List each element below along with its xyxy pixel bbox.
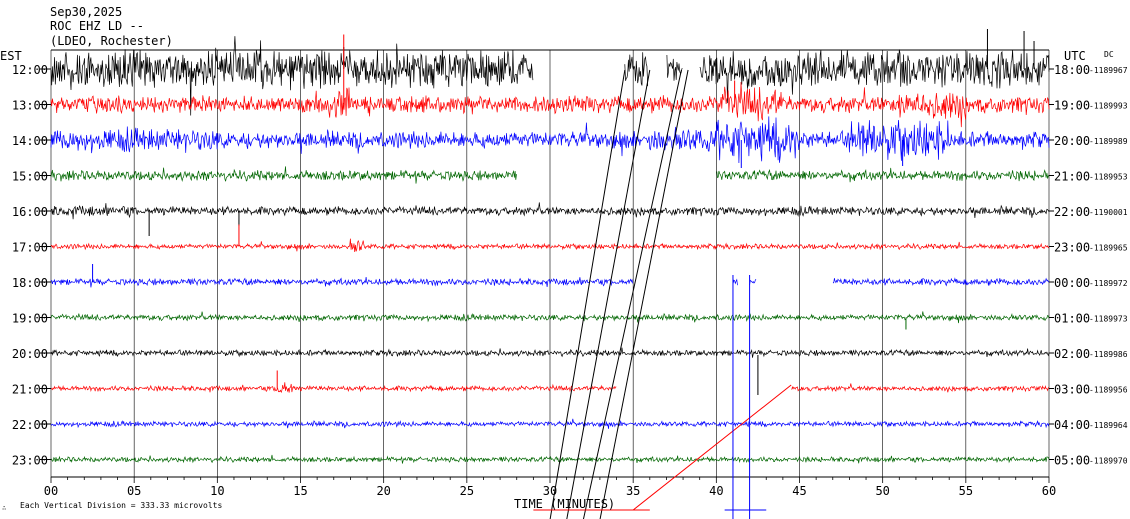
grid-lines [50,49,1050,483]
utc-row-label: 18:00 [1054,63,1090,77]
x-tick-label: 30 [543,484,557,498]
est-row-label: 22:00 [12,418,48,432]
utc-row-label: 19:00 [1054,99,1090,113]
artifact-line [599,69,689,519]
x-tick-label: 40 [709,484,723,498]
est-row-label: 14:00 [12,134,48,148]
est-row-label: 18:00 [12,276,48,290]
dc-offset-value: -1189972 [1089,279,1128,288]
trace-line [50,311,1050,324]
est-row-label: 21:00 [12,383,48,397]
x-tick-label: 55 [959,484,973,498]
trace-line [50,166,1050,184]
dc-offset-value: -1189953 [1089,173,1128,182]
dc-label: DC [1104,50,1114,59]
artifact-line [549,69,626,519]
x-tick-label: 00 [44,484,58,498]
trace-line [50,276,1050,288]
dc-offset-value: -1189965 [1089,244,1128,253]
est-row-label: 17:00 [12,241,48,255]
utc-label: UTC [1064,49,1086,63]
est-row-label: 23:00 [12,454,48,468]
dc-offset-value: -1190001 [1089,208,1128,217]
x-tick-label: 10 [210,484,224,498]
dc-offset-value: -1189964 [1089,421,1128,430]
utc-row-label: 05:00 [1054,454,1090,468]
trace-line [50,418,1050,429]
trace-line [50,238,1050,253]
artifact-line [566,69,651,519]
artifact-line [632,384,792,511]
est-row-labels: 12:00 13:00 14:00 15:00 16:00 17:00 18:00 19:00… [12,63,51,468]
seismic-traces [50,29,1050,464]
trace-line [50,81,1050,128]
est-label: EST [0,49,22,63]
dc-offset-value: -1189993 [1089,102,1128,111]
x-tick-label: 25 [460,484,474,498]
x-tick-label: 20 [376,484,390,498]
corner-mark: ∴ [2,504,6,512]
est-row-label: 19:00 [12,312,48,326]
x-tick-labels: 00 05 10 15 20 25 30 35 40 45 50 55 60 [44,484,1056,498]
x-tick-label: 60 [1042,484,1056,498]
x-axis-title: TIME (MINUTES) [514,497,615,511]
x-tick-label: 15 [293,484,307,498]
trace-line [50,36,1050,116]
dc-offset-value: -1189970 [1089,457,1128,466]
utc-row-label: 20:00 [1054,134,1090,148]
trace-line [50,454,1050,464]
est-row-label: 15:00 [12,170,48,184]
utc-row-label: 02:00 [1054,347,1090,361]
trace-line [50,116,1050,164]
utc-row-label: 00:00 [1054,276,1090,290]
est-row-label: 12:00 [12,63,48,77]
utc-row-label: 03:00 [1054,383,1090,397]
dc-offset-value: -1189986 [1089,350,1128,359]
est-row-label: 16:00 [12,205,48,219]
utc-row-label: 22:00 [1054,205,1090,219]
trace-line [50,347,1050,358]
utc-row-label: 21:00 [1054,170,1090,184]
header-date: Sep30,2025 [50,5,122,19]
dc-offset-value: -1189973 [1089,315,1128,324]
est-row-label: 13:00 [12,99,48,113]
utc-row-label: 01:00 [1054,312,1090,326]
x-tick-label: 05 [127,484,141,498]
footer-scale-note: Each Vertical Division = 333.33 microvol… [20,501,222,510]
x-tick-label: 35 [626,484,640,498]
dc-offset-value: -1189989 [1089,137,1128,146]
x-tick-label: 50 [875,484,889,498]
x-tick-label: 45 [792,484,806,498]
utc-row-label: 23:00 [1054,241,1090,255]
artifact-line [582,69,682,519]
trace-line [51,202,1050,220]
dc-offset-value: -1189956 [1089,386,1128,395]
utc-row-labels: 18:00-1189967 19:00-1189993 20:00-1189989 2… [1049,63,1128,468]
header-station: ROC EHZ LD -- [50,19,144,33]
header-location: (LDEO, Rochester) [50,34,173,48]
artifact-lines [533,69,792,519]
dc-offset-value: -1189967 [1089,66,1128,75]
utc-row-label: 04:00 [1054,418,1090,432]
est-row-label: 20:00 [12,347,48,361]
trace-line [50,382,1050,394]
